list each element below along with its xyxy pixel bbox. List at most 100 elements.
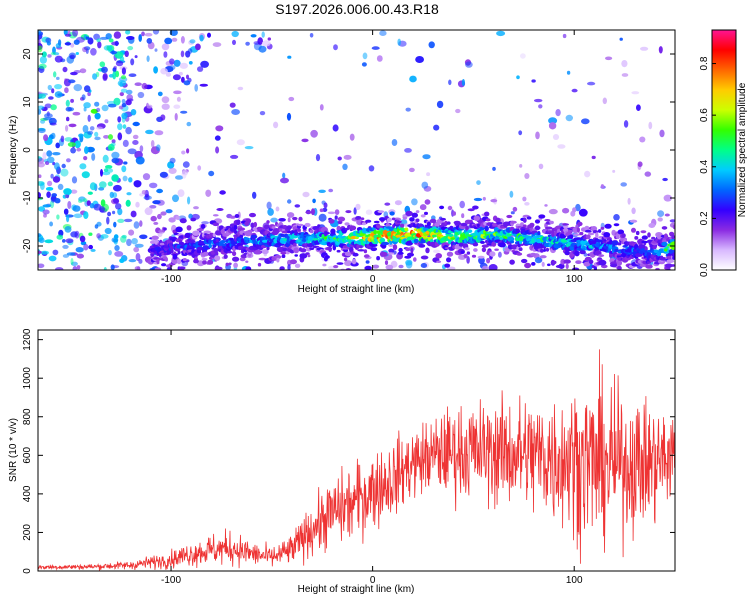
spectrogram-ridge-cell — [551, 231, 555, 238]
spectrogram-ridge-cell — [534, 219, 541, 224]
spectrogram-noise-cell — [657, 210, 665, 218]
spectrogram-noise-cell — [207, 32, 211, 38]
spectrogram-noise-cell — [117, 116, 122, 123]
spectrogram-ridge-cell — [649, 276, 656, 280]
spectrogram-noise-cell — [50, 173, 54, 179]
spectrogram-ridge-cell — [228, 262, 232, 266]
spectrogram-noise-cell — [43, 134, 49, 142]
spectrogram-ridge-cell — [236, 219, 241, 225]
spectrogram-noise-cell — [175, 175, 184, 180]
spectrogram-noise-cell — [40, 182, 45, 191]
spectrogram-ridge-cell — [584, 225, 590, 232]
spectrogram-ridge-cell — [297, 223, 304, 227]
spectrogram-noise-cell — [312, 198, 316, 204]
spectrogram-noise-cell — [67, 201, 72, 209]
spectrogram-noise-cell — [38, 162, 45, 168]
spectrogram-noise-cell — [107, 211, 112, 217]
spectrogram-noise-cell — [391, 139, 398, 146]
spectrogram-noise-cell — [133, 246, 140, 253]
spectrogram-noise-cell — [117, 208, 123, 216]
spectrogram-noise-cell — [38, 237, 45, 244]
spectrogram-ridge-cell — [345, 268, 352, 270]
spectrogram-ridge-cell — [483, 221, 488, 226]
spectrogram-noise-cell — [79, 68, 87, 74]
spectrogram-ridge-cell — [665, 263, 673, 268]
spectrogram-noise-cell — [587, 81, 596, 86]
spectrogram-noise-cell — [187, 196, 191, 205]
spectrogram-ridge-cell — [441, 242, 450, 247]
spectrogram-ridge-cell — [336, 249, 341, 253]
spectrogram-noise-cell — [496, 30, 506, 37]
spectrogram-noise-cell — [103, 135, 110, 139]
spectrogram-ridge-cell — [603, 232, 611, 238]
spectrogram-noise-cell — [68, 79, 76, 84]
spectrogram-noise-cell — [72, 111, 81, 116]
spectrogram-noise-cell — [107, 103, 117, 108]
spectrogram-noise-cell — [368, 165, 375, 172]
spectrogram-noise-cell — [122, 175, 128, 182]
spectrogram-ridge-cell — [424, 224, 428, 228]
snr-x-label: Height of straight line (km) — [298, 584, 415, 595]
spectrogram-ridge-cell — [356, 244, 361, 249]
spectrogram-ridge-cell — [297, 228, 301, 232]
spectrogram-ridge-cell — [655, 267, 660, 270]
spectrogram-noise-cell — [600, 184, 605, 189]
spectrogram-noise-cell — [93, 33, 100, 40]
spectrogram-ridge-cell — [419, 204, 427, 211]
spectrogram-noise-cell — [219, 190, 226, 195]
spectrogram-noise-cell — [659, 129, 665, 138]
spectrogram-ridge-cell — [271, 226, 276, 229]
spectrogram-ridge-cell — [615, 233, 621, 240]
spectrogram-noise-cell — [94, 131, 99, 137]
snr-y-tick-label: 0 — [22, 568, 33, 574]
spectrogram-noise-cell — [60, 168, 69, 177]
spectrogram-noise-cell — [121, 112, 128, 120]
spectrogram-noise-cell — [54, 84, 63, 90]
spectrogram-ridge-cell — [460, 222, 468, 227]
spectrogram-ridge-cell — [225, 262, 229, 267]
spectrogram-noise-cell — [186, 121, 192, 127]
spectrogram-noise-cell — [96, 107, 101, 113]
spectrogram-noise-cell — [100, 234, 109, 239]
spectrogram-ridge-cell — [522, 217, 527, 223]
spectrogram-noise-cell — [115, 60, 124, 67]
spectrogram-ridge-cell — [577, 221, 583, 227]
spectrogram-ridge-cell — [534, 226, 541, 230]
spectrogram-noise-cell — [169, 58, 175, 65]
spectrogram-heatmap — [38, 30, 675, 280]
spectrogram-ridge-cell — [156, 258, 160, 265]
spectrogram-noise-cell — [104, 227, 112, 235]
spectrogram-ridge-cell — [588, 232, 595, 236]
spectrogram-noise-cell — [193, 206, 199, 210]
spectrogram-noise-cell — [44, 103, 52, 109]
spectrogram-noise-cell — [51, 88, 55, 94]
spectrogram-noise-cell — [88, 244, 93, 250]
spectrogram-noise-cell — [63, 188, 72, 196]
spectrogram-noise-cell — [130, 58, 135, 66]
spectrogram-ridge-cell — [344, 251, 352, 257]
spectrogram-noise-cell — [64, 87, 69, 94]
spectrogram-noise-cell — [111, 139, 116, 144]
spectrogram-ridge-cell — [343, 257, 348, 262]
spectrogram-noise-cell — [333, 44, 338, 51]
spectrogram-noise-cell — [38, 30, 41, 35]
spectrogram-ridge-cell — [429, 218, 437, 223]
spectrogram-noise-cell — [534, 257, 543, 264]
spectrogram-ridge-cell — [349, 225, 357, 231]
spectrogram-ridge-cell — [175, 215, 180, 220]
spectrogram-ridge-cell — [563, 225, 569, 229]
spectrogram-noise-cell — [531, 79, 536, 83]
spectrogram-noise-cell — [135, 201, 140, 208]
spectrogram-noise-cell — [64, 33, 72, 37]
spectrogram-noise-cell — [114, 245, 120, 251]
spectrogram-noise-cell — [575, 203, 581, 212]
spectrogram-ridge-cell — [446, 221, 451, 225]
spectrogram-ridge-cell — [334, 209, 340, 216]
spectrogram-ridge-cell — [249, 212, 256, 218]
spectrogram-ridge-cell — [167, 240, 174, 245]
spectrogram-ridge-cell — [494, 248, 499, 251]
spectrogram-ridge-cell — [476, 223, 480, 228]
spectrogram-noise-cell — [138, 34, 142, 42]
spectrogram-noise-cell — [648, 121, 653, 130]
spectrogram-noise-cell — [132, 140, 139, 145]
